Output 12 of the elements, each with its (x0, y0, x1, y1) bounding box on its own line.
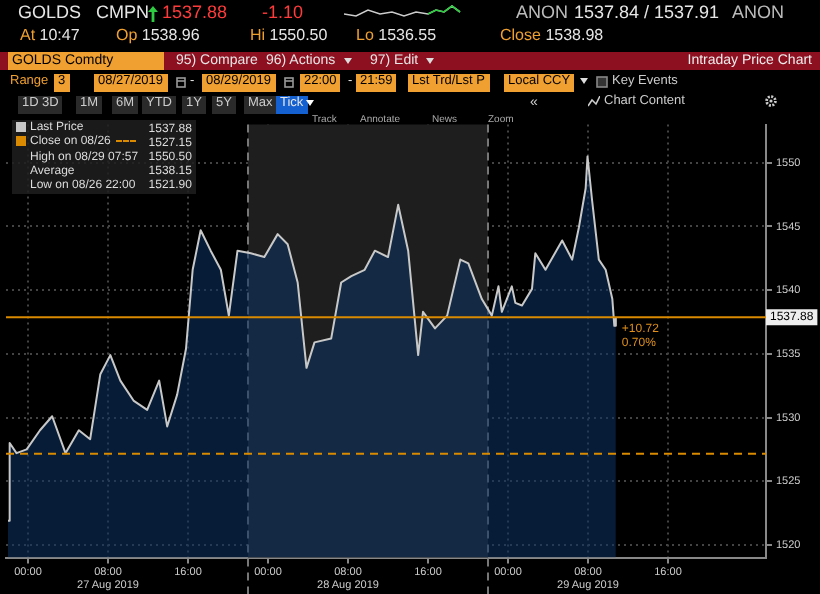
text: GOLDS (18, 2, 82, 22)
text: 1537.88 (162, 2, 228, 22)
text: -1.10 (262, 2, 304, 22)
text: ANON (732, 2, 785, 22)
text: Close 1538.98 (500, 26, 604, 44)
text: Lo 1536.55 (356, 26, 437, 44)
text: At 10:47 (20, 26, 80, 44)
text: CMPN (96, 2, 149, 22)
text: Op 1538.96 (116, 26, 200, 44)
text: Hi 1550.50 (250, 26, 328, 44)
text: 1537.84 / 1537.91 (574, 2, 720, 22)
text: ANON (516, 2, 569, 22)
